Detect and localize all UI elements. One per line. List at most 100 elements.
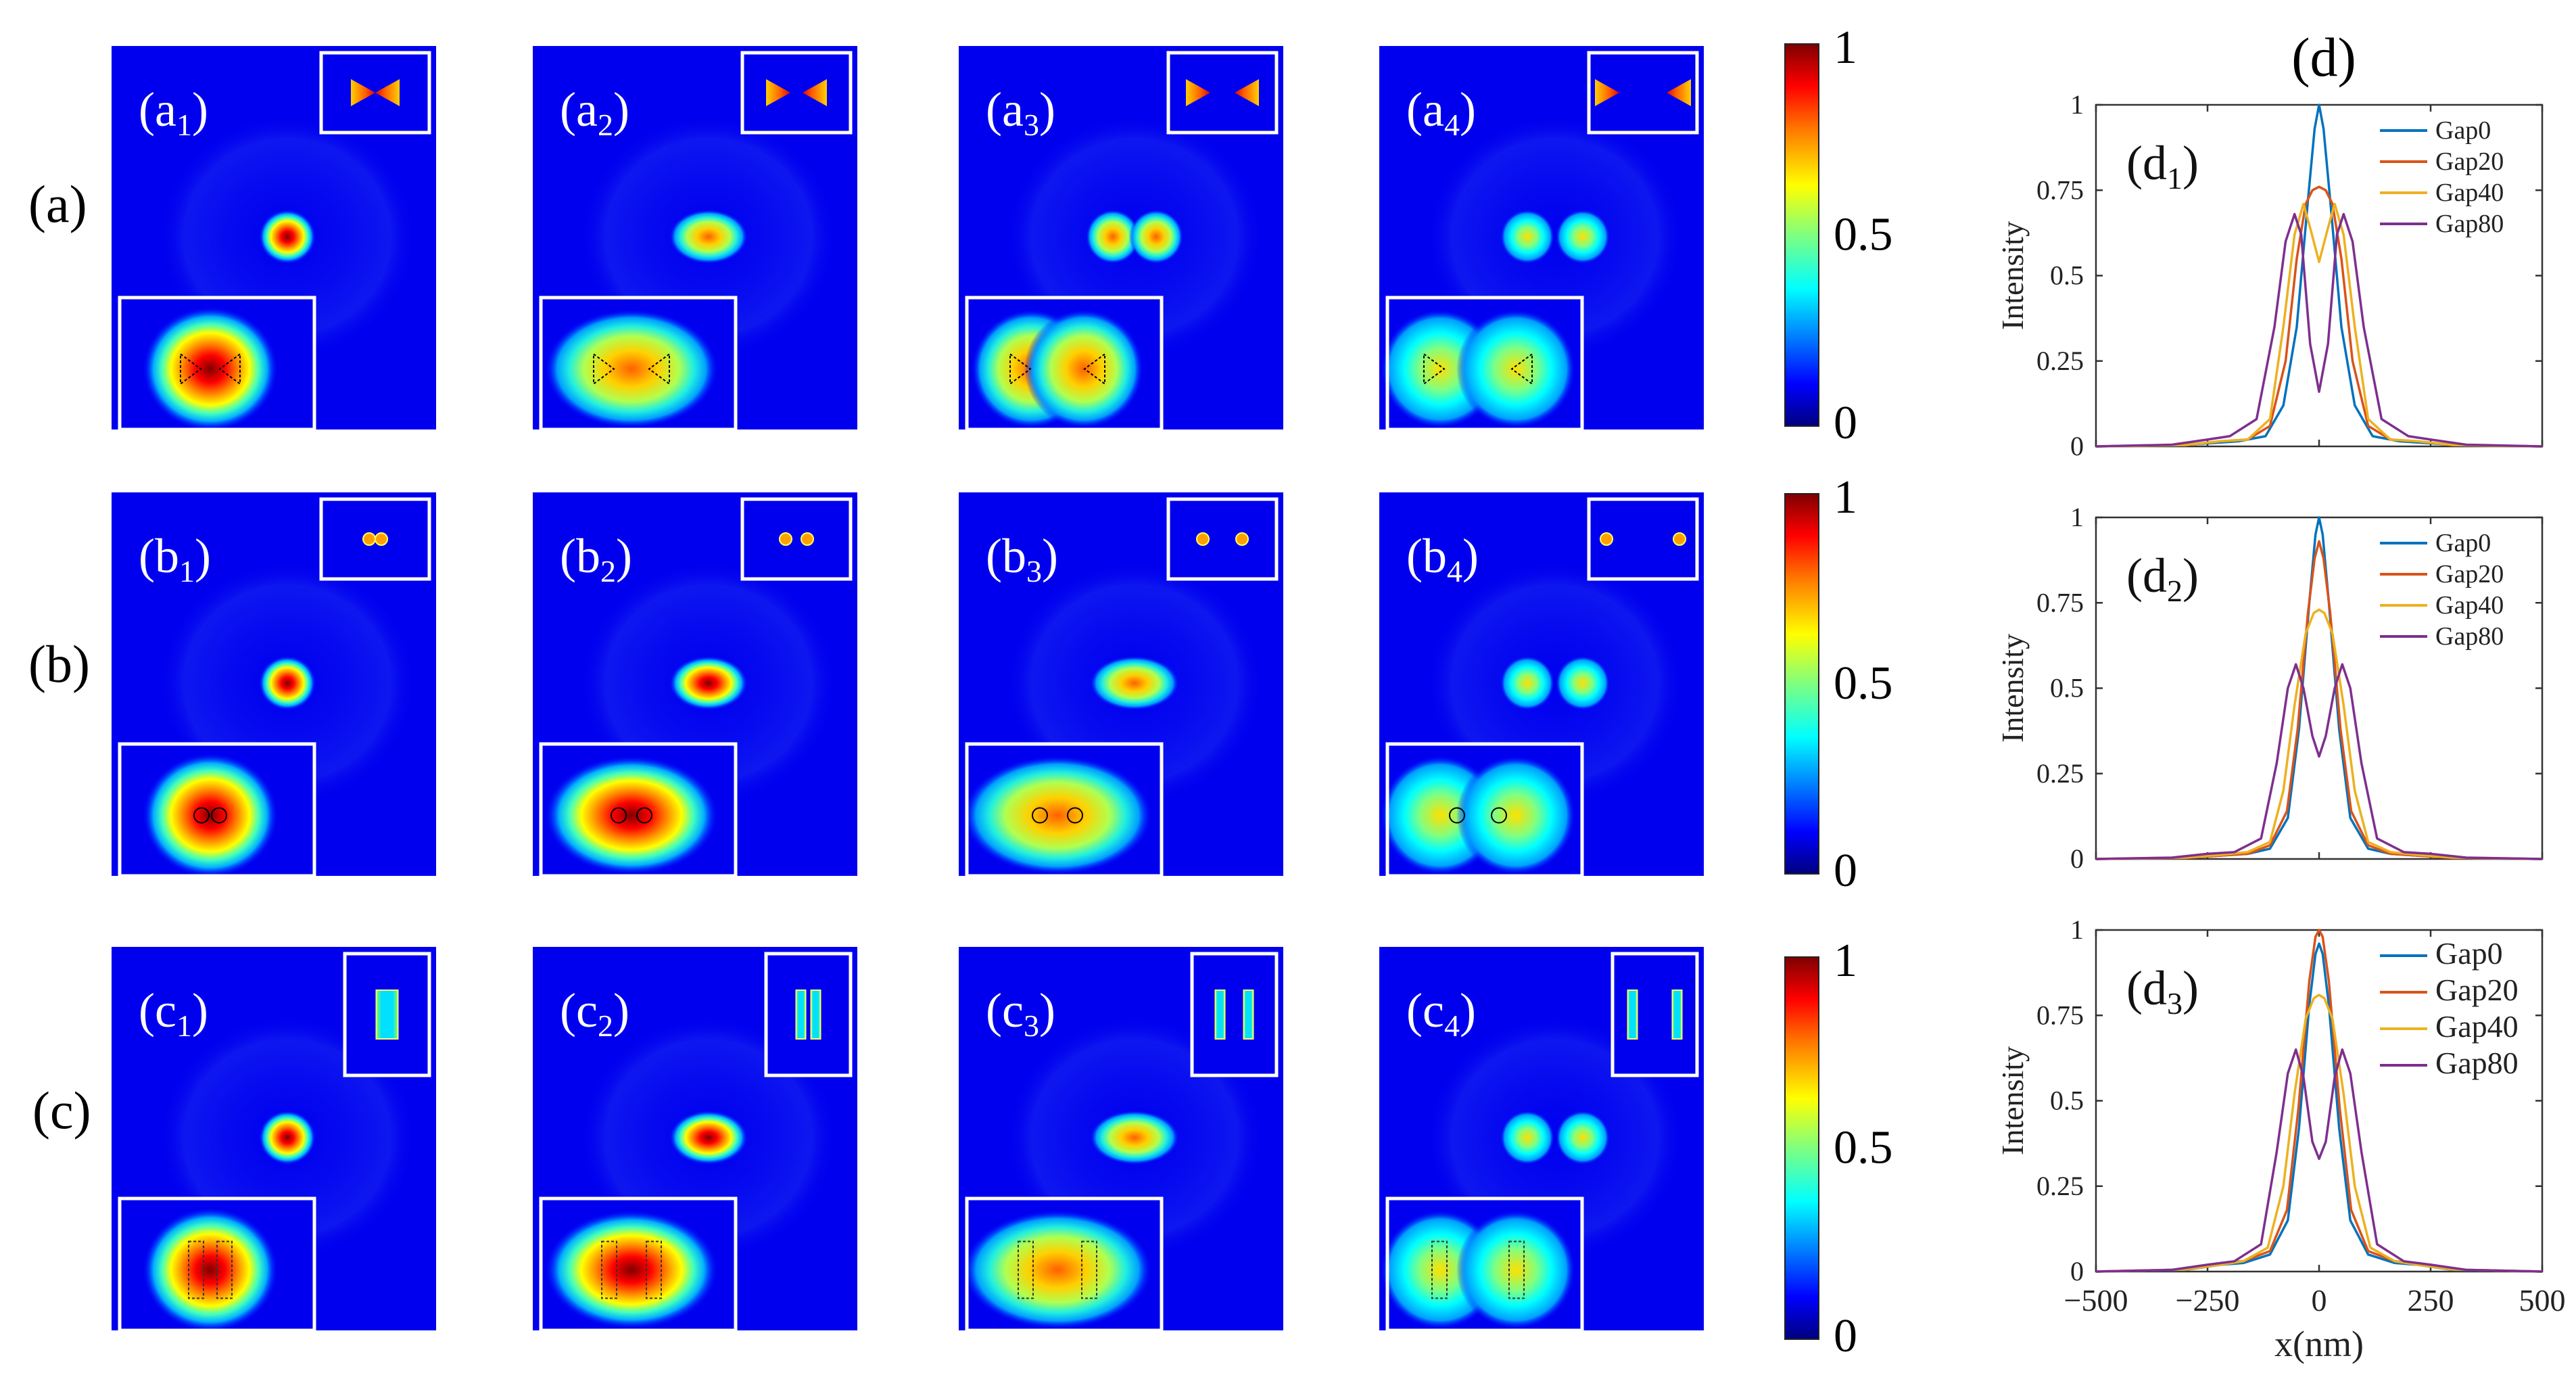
subplot-label-close: ) [2183, 961, 2199, 1015]
rod-icon [375, 990, 399, 1040]
zoom-inset-frame [539, 1196, 738, 1332]
y-tick-label: 0.5 [2050, 260, 2084, 291]
colorbar: 10.50 [1784, 471, 1893, 897]
x-tick-label: 0 [2312, 1283, 2327, 1318]
colorbar: 10.50 [1784, 22, 1893, 449]
row-label-c: (c) [32, 1081, 91, 1140]
colorbar-tick-label: 0.5 [1834, 657, 1893, 709]
legend-label: Gap80 [2435, 1046, 2519, 1080]
colorbar-tick-label: 0.5 [1834, 209, 1893, 261]
subplot-label: (d1) [2126, 136, 2199, 195]
y-tick-label: 0 [2070, 1256, 2084, 1286]
subplot-label: (d3) [2126, 961, 2199, 1021]
inset-outline-left [601, 1240, 617, 1299]
panel-label-close: ) [616, 529, 632, 583]
panel-label-index: 1 [176, 108, 192, 142]
disk-right-icon [375, 532, 388, 546]
zoom-inset-frame [118, 742, 316, 878]
series-line-gap0 [2095, 942, 2543, 1273]
colorbar-gradient [1784, 493, 1819, 875]
panel-label-close: ) [1039, 983, 1055, 1038]
x-tick-label: 500 [2519, 1283, 2566, 1318]
panel-label-index: 4 [1447, 554, 1462, 588]
panel-label-index: 3 [1024, 108, 1039, 142]
disk-right-icon [1235, 532, 1249, 546]
colorbar-tick-label: 1 [1834, 935, 1857, 987]
inset-hotspot [143, 1207, 278, 1332]
panel-label-close: ) [1039, 83, 1055, 137]
subplot-label-close: ) [2183, 136, 2199, 190]
colorbar-tick-label: 1 [1834, 22, 1857, 74]
hotspot-right [1556, 656, 1610, 710]
series-line-gap80 [2095, 212, 2543, 448]
hotspot [1090, 656, 1179, 710]
panel-label: (b2) [560, 529, 632, 588]
disk-right-icon [801, 532, 814, 546]
bowtie-right-icon [1667, 79, 1691, 106]
row-label-a: (a) [28, 174, 87, 233]
geometry-inset-frame [319, 51, 431, 135]
line-subplot: 0 0.25 0.5 0.75 1 −500 −250 0 250 500 x(nm) Intensi… [1995, 914, 2566, 1364]
inset-outline-right [211, 807, 227, 824]
field-map-panel: (a1) [112, 46, 436, 432]
panel-label-index: 4 [1444, 1008, 1460, 1043]
field-map-panel: (b1) [112, 492, 436, 878]
series-line-gap40 [2095, 202, 2543, 448]
panel-label-index: 2 [598, 1008, 613, 1043]
inset-outline-left [1032, 807, 1048, 824]
field-map-panel: (c4) [1379, 947, 1704, 1332]
colorbar-tick-label: 1 [1834, 471, 1857, 523]
panel-label-close: ) [613, 983, 629, 1038]
hotspot [1090, 1111, 1179, 1165]
inset-hotspot [963, 1210, 1152, 1330]
inset-outline-right [1067, 807, 1083, 824]
bowtie-left-icon [351, 79, 375, 106]
panel-label-index: 4 [1444, 108, 1460, 142]
geometry-inset-frame [1166, 51, 1279, 135]
inset-hotspot [143, 306, 278, 432]
y-tick-label: 0.75 [2036, 174, 2084, 205]
inset-hotspot-right [1456, 755, 1575, 875]
panel-label-index: 1 [179, 554, 195, 588]
zoom-inset-frame [1385, 296, 1584, 432]
bowtie-right-icon [1235, 79, 1259, 106]
y-tick-label: 1 [2070, 914, 2084, 945]
hotspot [259, 1111, 316, 1165]
subplot-label-close: ) [2183, 549, 2199, 603]
legend-label: Gap0 [2435, 936, 2503, 971]
legend-label: Gap0 [2435, 116, 2491, 145]
line-subplot: 0 0.25 0.5 0.75 1 Intensity (d2) Gap0 Gap20 Gap40… [1995, 502, 2544, 874]
inset-outline-right [636, 807, 652, 824]
inset-hotspot [545, 309, 718, 429]
legend-label: Gap0 [2435, 529, 2491, 557]
subplot-label-index: 2 [2167, 574, 2183, 608]
subplot-label: (d2) [2126, 549, 2199, 608]
zoom-inset-frame [1385, 1196, 1584, 1332]
inset-hotspot [545, 1210, 718, 1330]
inset-outline-right [1491, 807, 1507, 824]
geometry-inset-background [742, 499, 851, 579]
inset-outline-left [188, 1240, 204, 1299]
hotspot [259, 210, 316, 264]
hotspot-left [1086, 210, 1140, 264]
inset-outline-right [216, 1240, 233, 1299]
geometry-inset-frame [1190, 952, 1279, 1077]
colorbar-tick-label: 0 [1834, 1310, 1857, 1362]
disk-right-icon [1673, 532, 1686, 546]
zoom-inset-frame [118, 296, 316, 432]
colorbar: 10.50 [1784, 935, 1893, 1362]
legend-label: Gap80 [2435, 622, 2504, 651]
legend-label: Gap20 [2435, 147, 2504, 176]
field-map-panel: (b2) [533, 492, 857, 878]
field-map-grid: (a1) (a2) (a3) (a4) (b1) (b2) (b3) (b4) (c1) (c2)… [112, 46, 1704, 1332]
line-charts: 00.250.50.751Intensity(d1)Gap0Gap20Gap40… [1995, 89, 2566, 1364]
hotspot-left [1500, 1111, 1554, 1165]
plot-frame [2095, 929, 2544, 1273]
y-tick-label: 0.25 [2036, 758, 2084, 789]
hotspot-left [1500, 210, 1554, 264]
x-tick-label: −500 [2064, 1283, 2128, 1318]
inset-hotspot [545, 755, 718, 875]
geometry-inset-background [1192, 954, 1277, 1075]
